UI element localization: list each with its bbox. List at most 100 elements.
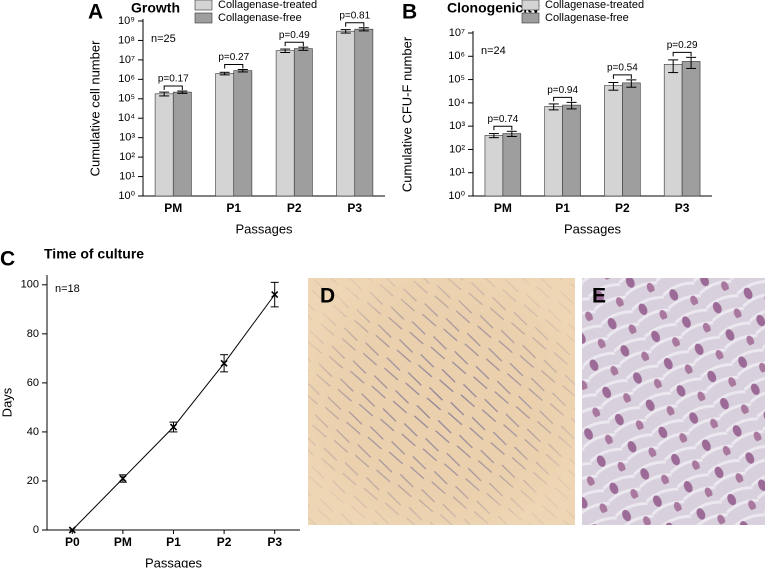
y-tick-label: 10⁷ (119, 54, 135, 66)
legend-swatch (194, 12, 213, 24)
legend-label: Collagenase-treated (545, 0, 644, 11)
x-tick-label: P2 (615, 201, 630, 215)
note: n=18 (55, 283, 80, 295)
panel-label: E (592, 285, 606, 308)
p-bracket (284, 41, 304, 47)
y-axis-label: Cumulative cell number (87, 40, 102, 177)
p-bracket (345, 22, 365, 27)
legend-swatch (521, 12, 540, 24)
y-tick-label: 10⁴ (118, 112, 135, 124)
bar (154, 93, 174, 197)
bar (275, 50, 295, 197)
micrograph-d: D (308, 278, 575, 525)
y-tick-label: 10⁸ (118, 34, 135, 46)
y-tick-label: 100 (21, 279, 39, 291)
y-tick-label: 10⁰ (118, 190, 135, 202)
x-tick-label: P3 (267, 535, 282, 549)
bar (354, 28, 374, 197)
panel-label: C (0, 248, 15, 271)
bar (336, 30, 356, 197)
y-tick-label: 10⁰ (448, 190, 465, 202)
y-tick-label: 80 (27, 328, 39, 340)
x-tick-label: PM (114, 535, 132, 549)
line (71, 294, 276, 531)
bar (484, 135, 504, 197)
p-bracket (163, 85, 183, 91)
y-tick-label: 10¹ (449, 167, 465, 179)
bar (293, 48, 313, 197)
note: n=25 (151, 33, 176, 45)
legend-label: Collagenase-treated (218, 0, 317, 11)
x-tick-label: P0 (65, 535, 80, 549)
x-tick-label: P1 (226, 201, 241, 215)
p-value: p=0.81 (339, 10, 370, 21)
y-tick-label: 10⁵ (448, 73, 465, 85)
p-value: p=0.17 (158, 74, 189, 85)
p-value: p=0.94 (547, 85, 578, 96)
y-tick-label: 10⁶ (118, 73, 135, 85)
bar (215, 73, 235, 197)
chart-title: Clonogenicity (447, 0, 540, 16)
y-axis-label: Days (0, 387, 14, 417)
chart-title: Growth (131, 0, 180, 16)
bar (622, 82, 641, 197)
y-tick-label: 60 (27, 377, 39, 389)
panel-label: D (320, 285, 335, 308)
p-value: p=0.29 (667, 40, 698, 51)
p-bracket (672, 51, 692, 57)
y-tick-label: 10¹ (119, 170, 135, 182)
bar (502, 133, 522, 197)
p-bracket (224, 64, 244, 69)
y-tick-label: 10⁶ (448, 50, 465, 62)
micrograph-e: E (582, 278, 765, 525)
x-tick-label: PM (494, 201, 512, 215)
chart-title: Time of culture (44, 246, 144, 262)
bar (663, 64, 683, 197)
x-tick-label: P2 (217, 535, 232, 549)
panel-label: A (88, 1, 103, 24)
p-value: p=0.74 (487, 114, 518, 125)
y-tick-label: 10⁹ (118, 15, 135, 27)
point (169, 423, 178, 431)
bar (604, 85, 623, 197)
bar (233, 70, 253, 197)
y-tick-label: 20 (27, 475, 39, 487)
x-axis-label: Passages (145, 555, 203, 568)
bar (681, 61, 701, 197)
point (271, 291, 279, 299)
x-axis-label: Passages (235, 221, 293, 236)
y-tick-label: 0 (33, 524, 39, 536)
note: n=24 (481, 45, 506, 57)
x-tick-label: P3 (675, 201, 690, 215)
y-tick-label: 10² (119, 151, 135, 163)
p-bracket (553, 96, 573, 102)
y-tick-label: 10⁵ (118, 93, 135, 105)
p-value: p=0.54 (607, 63, 638, 74)
legend-label: Collagenase-free (545, 12, 629, 24)
y-tick-label: 10³ (449, 120, 465, 132)
x-tick-label: P3 (347, 201, 362, 215)
x-tick-label: P2 (287, 201, 302, 215)
p-bracket (493, 125, 513, 131)
y-tick-label: 10² (449, 143, 465, 155)
p-value: p=0.27 (218, 52, 249, 63)
p-value: p=0.49 (279, 30, 310, 41)
panel-label: B (402, 1, 417, 24)
x-tick-label: P1 (555, 201, 570, 215)
y-tick-label: 40 (27, 426, 39, 438)
p-bracket (612, 74, 632, 79)
legend-swatch (194, 0, 213, 11)
bar (544, 106, 563, 197)
legend-swatch (521, 0, 540, 11)
x-tick-label: PM (164, 201, 182, 215)
point (220, 359, 228, 367)
bar (562, 104, 581, 197)
x-axis-label: Passages (564, 221, 622, 236)
y-tick-label: 10⁴ (448, 97, 465, 109)
point (119, 474, 127, 483)
y-tick-label: 10³ (119, 132, 135, 144)
y-tick-label: 10⁷ (449, 27, 465, 39)
bar (172, 91, 192, 197)
point (68, 526, 76, 534)
